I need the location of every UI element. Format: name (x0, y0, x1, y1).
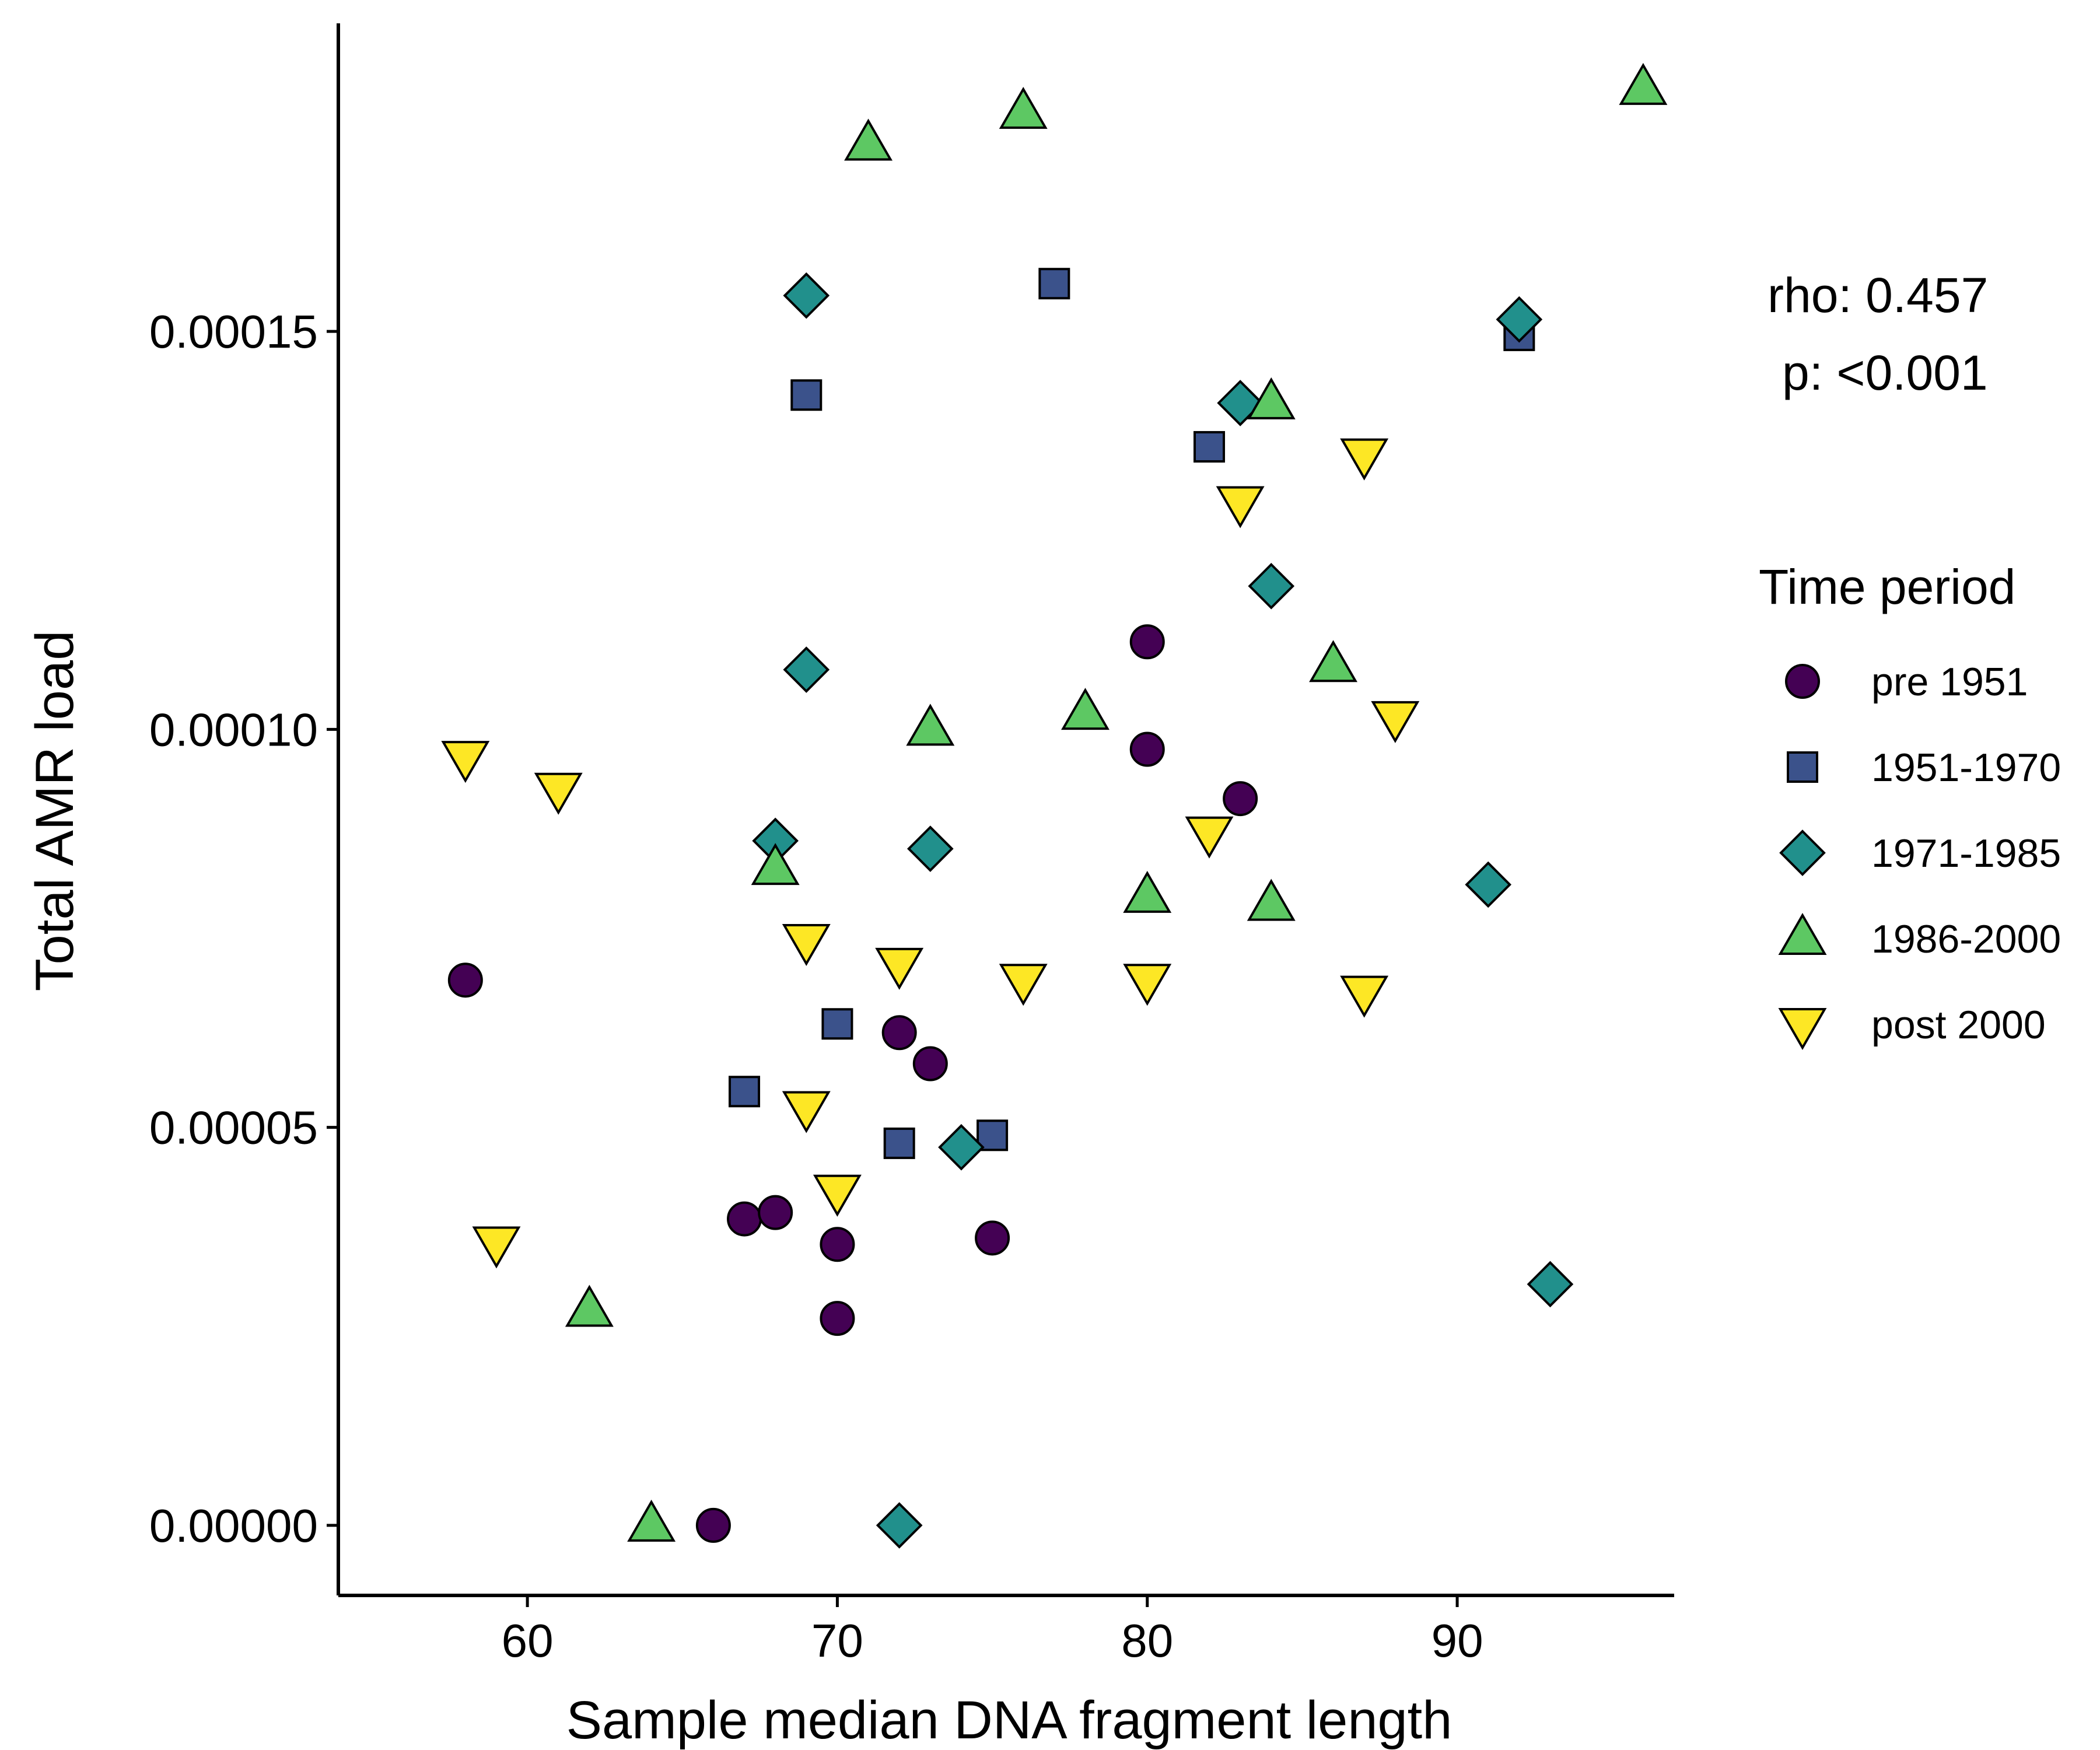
data-point (441, 741, 490, 783)
legend-label: pre 1951 (1871, 660, 2028, 704)
x-tick-label: 60 (502, 1615, 554, 1667)
data-point (912, 1046, 948, 1082)
data-point (1248, 562, 1295, 610)
data-point (881, 1015, 917, 1051)
data-point (820, 1227, 855, 1262)
data-point (447, 963, 483, 998)
data-point (695, 1507, 731, 1543)
data-point (1038, 268, 1070, 300)
y-tick-label: 0.00015 (149, 306, 318, 358)
series-post-2000 (441, 438, 1420, 1269)
data-point (999, 964, 1048, 1006)
data-point (751, 843, 800, 886)
data-point (727, 1201, 762, 1237)
legend-title: Time period (1759, 559, 2015, 614)
legend-key (1787, 751, 1818, 783)
data-point (975, 1220, 1010, 1256)
x-tick-label: 70 (811, 1615, 863, 1667)
data-point (1247, 878, 1296, 921)
data-point (1123, 964, 1172, 1006)
legend-label: 1951-1970 (1871, 746, 2061, 790)
x-tick-label: 80 (1121, 1615, 1173, 1667)
legend-key (1785, 664, 1820, 699)
data-point (782, 923, 831, 966)
data-point (1309, 640, 1358, 682)
data-point (1619, 62, 1668, 105)
y-axis-title: Total AMR load (25, 631, 85, 992)
rho-annotation: rho: 0.457 (1768, 268, 1988, 323)
series-1951-1970 (729, 268, 1535, 1159)
data-point (1340, 438, 1389, 481)
data-point (813, 1174, 862, 1217)
data-point (1194, 430, 1226, 463)
data-point (565, 1284, 614, 1327)
p-annotation: p: <0.001 (1782, 345, 1988, 400)
legend-label: 1971-1985 (1871, 831, 2061, 876)
data-point (1371, 701, 1420, 743)
data-point (938, 1124, 985, 1171)
data-point (1185, 816, 1234, 859)
data-point (1496, 296, 1543, 343)
legend-item: 1971-1985 (1779, 830, 2061, 876)
data-point (534, 772, 583, 815)
data-point (758, 1195, 793, 1230)
data-point (1216, 486, 1265, 528)
data-point (820, 1301, 855, 1336)
data-point (1061, 688, 1110, 730)
legend-label: 1986-2000 (1871, 917, 2061, 961)
legend-item: pre 1951 (1785, 660, 2028, 704)
data-point (1129, 732, 1165, 767)
legend-item: post 2000 (1778, 1003, 2046, 1051)
data-point (876, 1502, 923, 1549)
data-point (729, 1076, 761, 1108)
data-point (1129, 624, 1165, 660)
data-point (875, 947, 924, 990)
x-tick-label: 90 (1432, 1615, 1483, 1667)
legend-key (1779, 830, 1826, 876)
data-point (1527, 1261, 1574, 1308)
data-point (790, 379, 822, 411)
x-ticks: 60 70 80 90 (502, 1595, 1483, 1667)
legend-items: pre 1951 1951-1970 1971-1985 1986-2000 post … (1778, 660, 2061, 1051)
legend-item: 1951-1970 (1787, 746, 2061, 790)
data-point (844, 118, 893, 161)
data-point (907, 825, 954, 872)
data-point (821, 1008, 853, 1040)
legend-label: post 2000 (1871, 1003, 2046, 1047)
data-point (977, 1119, 1009, 1152)
data-point (1123, 870, 1172, 913)
series-pre-1951 (447, 624, 1258, 1543)
series-1986-2000 (565, 62, 1668, 1542)
data-point (472, 1226, 521, 1269)
data-point (627, 1499, 676, 1542)
legend-key (1778, 912, 1827, 955)
data-point (1340, 975, 1389, 1018)
legend-item: 1986-2000 (1778, 912, 2061, 961)
data-point (783, 646, 830, 693)
data-points (441, 62, 1668, 1549)
data-point (783, 272, 830, 319)
y-ticks: 0.00000 0.00005 0.00010 0.00015 (149, 306, 338, 1552)
data-point (883, 1127, 915, 1159)
data-point (1465, 861, 1512, 908)
data-point (1223, 781, 1258, 817)
y-tick-label: 0.00000 (149, 1500, 318, 1552)
y-tick-label: 0.00005 (149, 1102, 318, 1154)
y-tick-label: 0.00010 (149, 704, 318, 755)
legend-key (1778, 1008, 1827, 1051)
data-point (906, 704, 955, 746)
data-point (1247, 377, 1296, 419)
data-point (782, 1091, 831, 1133)
legend: Time period pre 1951 1951-1970 1971-1985 19… (1759, 559, 2061, 1051)
data-point (999, 86, 1048, 129)
x-axis-title: Sample median DNA fragment length (566, 1690, 1452, 1750)
axes: 60 70 80 90 0.00000 0.00005 0.00010 0.00015 (149, 23, 1674, 1667)
